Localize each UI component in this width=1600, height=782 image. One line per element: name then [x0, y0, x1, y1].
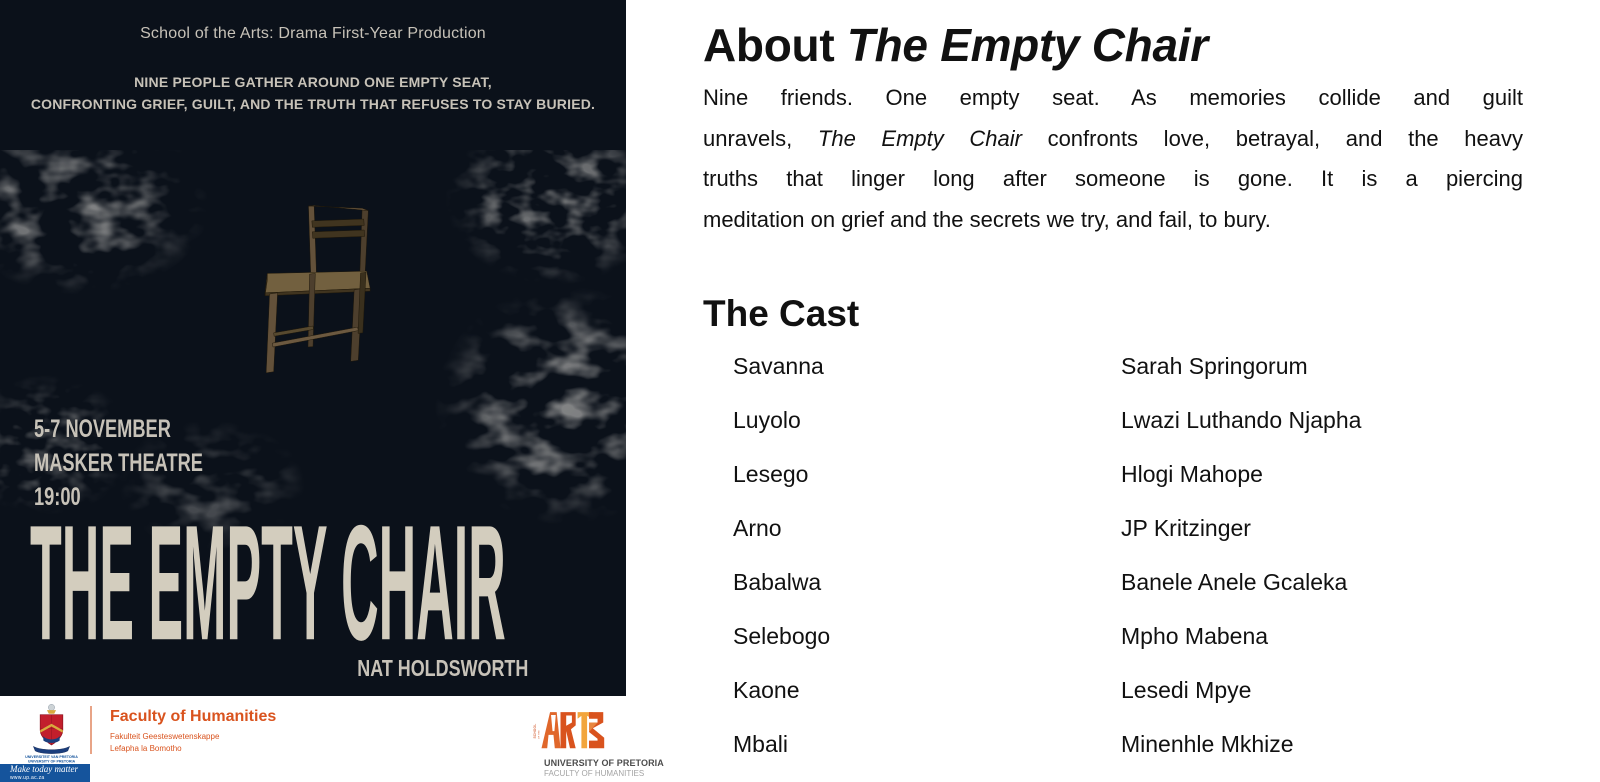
svg-text:UNIVERSITEIT VAN PRETORIA: UNIVERSITEIT VAN PRETORIA: [25, 755, 78, 759]
svg-text:SCHOOL: SCHOOL: [533, 724, 537, 739]
svg-text:OF THE: OF THE: [539, 730, 541, 739]
